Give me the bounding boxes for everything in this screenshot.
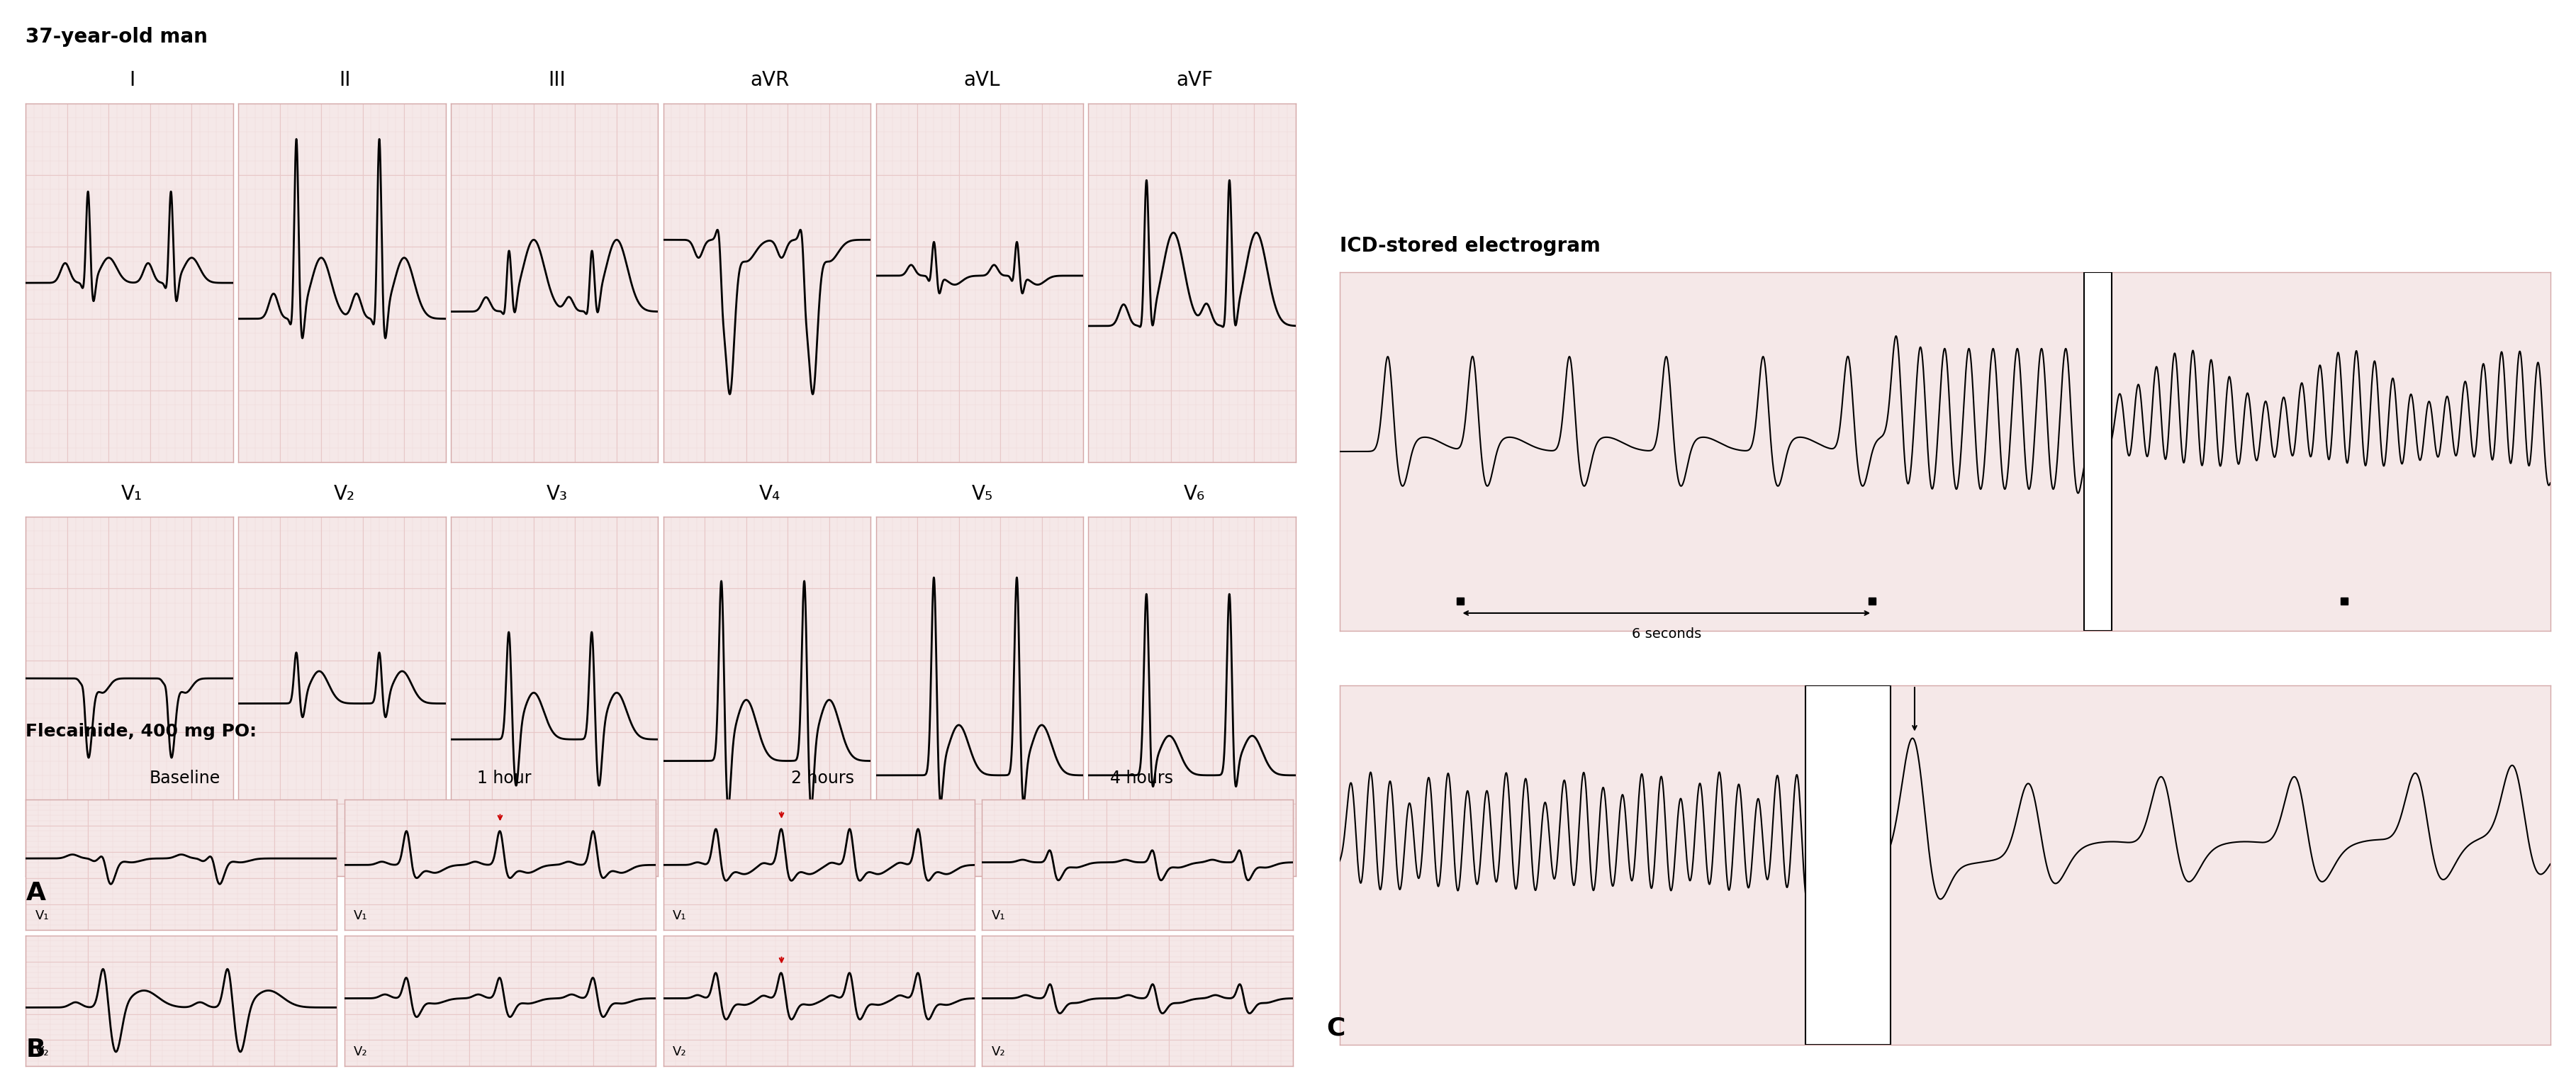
Text: V₆: V₆ — [1185, 484, 1206, 504]
Text: ICD-stored electrogram: ICD-stored electrogram — [1340, 236, 1600, 256]
Text: 4 hours: 4 hours — [1110, 769, 1172, 787]
Text: Flecainide, 400 mg PO:: Flecainide, 400 mg PO: — [26, 722, 258, 740]
Text: I: I — [129, 71, 134, 90]
Text: aVL: aVL — [963, 71, 999, 90]
Text: V₃: V₃ — [546, 484, 567, 504]
Text: V₁: V₁ — [353, 910, 368, 923]
Bar — [2084, 272, 2112, 631]
Text: 6 seconds: 6 seconds — [1631, 628, 1700, 641]
Text: 1 hour: 1 hour — [477, 769, 531, 787]
Text: V₄: V₄ — [760, 484, 781, 504]
Text: aVF: aVF — [1177, 71, 1213, 90]
Text: V₁: V₁ — [672, 910, 688, 923]
Text: 37-year-old man: 37-year-old man — [26, 27, 209, 47]
Text: V₂: V₂ — [335, 484, 355, 504]
Text: V₂: V₂ — [353, 1046, 368, 1059]
Text: V₂: V₂ — [672, 1046, 688, 1059]
Text: V₁: V₁ — [992, 910, 1005, 923]
Text: C: C — [1327, 1016, 1345, 1040]
Text: V₁: V₁ — [36, 910, 49, 923]
Text: 2 hours: 2 hours — [791, 769, 855, 787]
Text: III: III — [549, 71, 567, 90]
Text: Baseline: Baseline — [149, 769, 222, 787]
Text: V₂: V₂ — [992, 1046, 1005, 1059]
Text: V₁: V₁ — [121, 484, 142, 504]
Text: V₂: V₂ — [36, 1046, 49, 1059]
Text: A: A — [26, 881, 46, 905]
Text: aVR: aVR — [750, 71, 788, 90]
Text: B: B — [26, 1038, 46, 1062]
Bar — [1806, 685, 1891, 1044]
Text: V₅: V₅ — [971, 484, 992, 504]
Text: II: II — [337, 71, 350, 90]
